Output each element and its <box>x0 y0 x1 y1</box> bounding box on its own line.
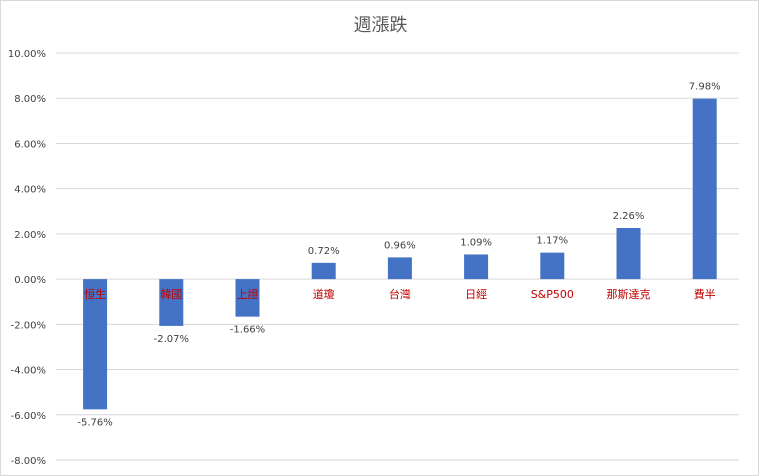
y-tick-label: 4.00% <box>14 185 46 196</box>
bar <box>464 254 489 280</box>
y-tick-label: 6.00% <box>14 139 46 150</box>
data-label: -2.07% <box>154 334 189 345</box>
category-label: 日經 <box>465 287 487 301</box>
y-tick-label: 0.00% <box>14 275 46 286</box>
category-label: 費半 <box>694 287 716 301</box>
y-tick-label: 2.00% <box>14 230 46 241</box>
bar <box>540 252 565 280</box>
data-label: -1.66% <box>230 325 265 336</box>
y-tick-label: -4.00% <box>11 366 46 377</box>
category-label: 恒生 <box>84 287 106 301</box>
category-label: 那斯達克 <box>607 288 651 301</box>
data-label: -5.76% <box>77 417 112 428</box>
data-label: 7.98% <box>689 82 721 93</box>
bar <box>616 228 641 280</box>
y-tick-label: -2.00% <box>11 320 46 331</box>
data-label: 0.72% <box>308 246 340 257</box>
y-tick-label: -6.00% <box>11 411 46 422</box>
data-label: 0.96% <box>384 240 416 251</box>
data-label: 1.17% <box>536 236 568 247</box>
category-label: 韓國 <box>160 288 182 301</box>
y-tick-label: 8.00% <box>14 94 46 105</box>
category-label: 上證 <box>237 287 259 301</box>
category-label: 道瓊 <box>313 287 335 301</box>
chart-title: 週漲跌 <box>353 15 408 36</box>
data-label: 2.26% <box>613 211 645 222</box>
data-label: 1.09% <box>460 237 492 248</box>
bar <box>311 262 336 280</box>
bar <box>83 279 108 410</box>
y-tick-label: 10.00% <box>8 49 46 60</box>
y-tick-label: -8.00% <box>11 456 46 467</box>
bar <box>692 98 717 280</box>
bar <box>387 257 412 280</box>
bar <box>159 279 184 326</box>
bar <box>235 279 260 317</box>
category-label: S&P500 <box>531 288 574 301</box>
category-label: 台灣 <box>389 287 411 301</box>
